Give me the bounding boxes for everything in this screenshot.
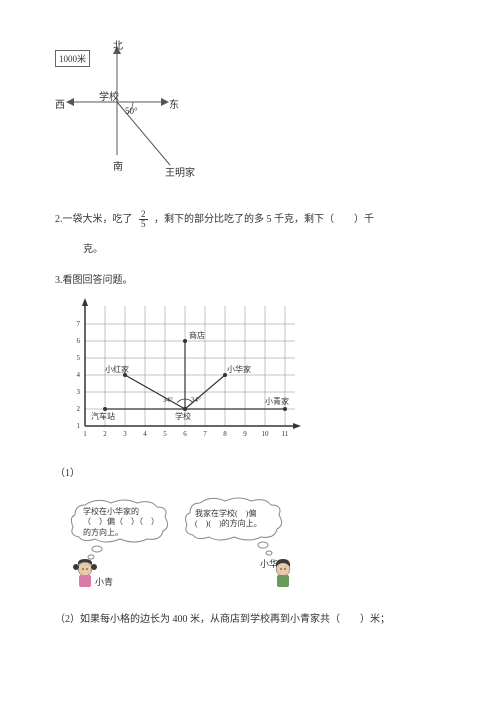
svg-text:6: 6 xyxy=(183,430,187,438)
svg-text:10: 10 xyxy=(262,430,270,438)
svg-text:5: 5 xyxy=(163,430,167,438)
bubble-1: 学校在小华家的 （ ）偏（ ）（ ） 的方向上。 xyxy=(83,507,168,538)
q2-fraction: 2 5 xyxy=(135,210,152,229)
figure-compass: 1000米 北 南 东 西 学校 50° 王明家 xyxy=(55,40,205,180)
svg-text:9: 9 xyxy=(243,430,247,438)
svg-text:6: 6 xyxy=(77,337,81,345)
label-wangming: 王明家 xyxy=(165,164,195,179)
svg-text:8: 8 xyxy=(223,430,227,438)
bubble2-l2: ( )( )的方向上。 xyxy=(195,519,280,529)
bubble1-l2: （ ）偏（ ）（ ） xyxy=(83,517,168,527)
frac-den: 5 xyxy=(139,220,148,229)
grid-chart: 123 456 789 1011 123 456 7 xyxy=(65,296,305,446)
q2-prefix: 2.一袋大米，吃了 xyxy=(55,214,133,225)
label-xiaoqing: 小青 xyxy=(95,575,113,588)
q3-sub2: （2）如果每小格的边长为 400 米，从商店到学校再到小青家共（ ）米； xyxy=(55,612,445,628)
svg-text:5: 5 xyxy=(77,354,81,362)
svg-text:小红家: 小红家 xyxy=(105,364,129,374)
svg-text:小青家: 小青家 xyxy=(265,396,289,406)
bubble1-l3: 的方向上。 xyxy=(83,528,168,538)
svg-text:学校: 学校 xyxy=(175,411,191,421)
svg-text:7: 7 xyxy=(77,320,81,328)
bubble2-l1: 我家在学校( )偏 xyxy=(195,509,280,519)
svg-text:3: 3 xyxy=(77,388,81,396)
svg-text:2: 2 xyxy=(103,430,107,438)
q3-sub1: （1） xyxy=(55,464,445,479)
svg-text:小华家: 小华家 xyxy=(227,364,251,374)
svg-text:3: 3 xyxy=(123,430,127,438)
svg-text:11: 11 xyxy=(282,430,289,438)
label-south: 南 xyxy=(113,158,123,173)
question-3-title: 3.看图回答问题。 xyxy=(55,271,445,286)
q2-suffix: ）千 xyxy=(354,214,374,225)
svg-text:7: 7 xyxy=(203,430,207,438)
label-xiaohua: 小华 xyxy=(260,557,278,570)
bubble-2: 我家在学校( )偏 ( )( )的方向上。 xyxy=(195,509,280,530)
question-2: 2.一袋大米，吃了 2 5 ，剩下的部分比吃了的多 5 千克，剩下（ ）千 xyxy=(55,210,445,229)
q2-line2: 克。 xyxy=(55,241,445,259)
svg-text:汽车站: 汽车站 xyxy=(91,411,115,421)
svg-text:34°: 34° xyxy=(191,396,201,404)
svg-text:34°: 34° xyxy=(163,396,173,404)
label-east: 东 xyxy=(169,96,179,111)
svg-text:商店: 商店 xyxy=(189,330,205,340)
label-school: 学校 xyxy=(99,88,119,103)
grid-svg: 123 456 789 1011 123 456 7 xyxy=(65,296,305,446)
svg-text:1: 1 xyxy=(83,430,87,438)
svg-text:1: 1 xyxy=(77,422,81,430)
svg-text:4: 4 xyxy=(77,371,81,379)
dialogue-figure: 学校在小华家的 （ ）偏（ ）（ ） 的方向上。 我家在学校( )偏 ( )( … xyxy=(65,497,315,592)
q3-2-suffix: ）米； xyxy=(360,614,390,625)
q3-2-prefix: （2）如果每小格的边长为 400 米，从商店到学校再到小青家共（ xyxy=(55,614,340,625)
label-west: 西 xyxy=(55,96,65,111)
q2-mid: ，剩下的部分比吃了的多 5 千克，剩下（ xyxy=(154,214,334,225)
svg-text:4: 4 xyxy=(143,430,147,438)
label-angle: 50° xyxy=(125,106,138,116)
label-north: 北 xyxy=(113,37,123,52)
q2-blank xyxy=(334,214,354,225)
svg-text:2: 2 xyxy=(77,405,81,413)
q3-2-blank xyxy=(340,614,360,625)
bubble1-l1: 学校在小华家的 xyxy=(83,507,168,517)
